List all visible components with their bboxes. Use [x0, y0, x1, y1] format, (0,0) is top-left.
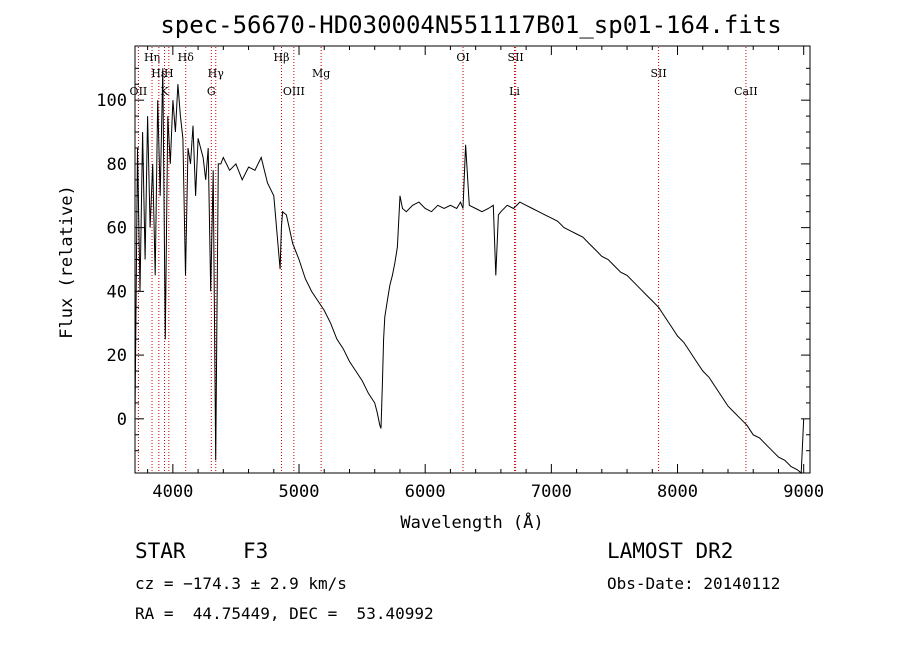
plot-frame	[134, 45, 811, 474]
axes	[134, 45, 811, 474]
line-marker-label: Hγ	[208, 67, 225, 80]
object-class: STAR	[135, 539, 186, 563]
line-marker-label: Hβ	[274, 51, 290, 64]
x-tick-label: 9000	[783, 482, 824, 502]
line-marker-label: OI	[456, 51, 469, 64]
x-axis-ticks: 4000 5000 6000 7000 8000 9000	[147, 46, 824, 502]
x-tick-label: 6000	[405, 482, 446, 502]
coordinates: RA = 44.75449, DEC = 53.40992	[135, 604, 434, 623]
y-tick-label: 60	[107, 219, 127, 239]
line-marker-label: Hη	[144, 51, 160, 64]
survey-name: LAMOST DR2	[607, 539, 734, 563]
line-marker-label: G	[207, 85, 216, 98]
spectrum-line	[134, 68, 805, 475]
chart-title: spec-56670-HD030004N551117B01_sp01-164.f…	[160, 11, 781, 39]
x-tick-label: 5000	[279, 482, 320, 502]
y-axis-title: Flux (relative)	[57, 185, 77, 339]
line-marker-label: OIII	[283, 85, 305, 98]
x-tick-label: 7000	[531, 482, 572, 502]
spectrum-series	[134, 68, 805, 475]
line-marker-label: Hδ	[178, 51, 195, 64]
y-tick-label: 20	[107, 346, 127, 366]
y-tick-label: 40	[107, 282, 127, 302]
line-marker-label: SII	[508, 51, 524, 64]
line-marker-label: Li	[509, 85, 520, 98]
line-marker-label: H	[164, 67, 174, 80]
x-axis-title: Wavelength (Å)	[400, 511, 543, 533]
y-tick-label: 100	[96, 91, 127, 111]
redshift-cz: cz = −174.3 ± 2.9 km/s	[135, 574, 347, 593]
subclass: F3	[243, 539, 269, 563]
line-marker-label: SII	[650, 67, 666, 80]
x-tick-label: 8000	[657, 482, 698, 502]
y-axis-ticks: 0 20 40 60 80 100	[96, 67, 810, 452]
line-marker-label: Mg	[312, 67, 330, 80]
line-marker-label: OII	[130, 85, 148, 98]
y-tick-label: 80	[107, 155, 127, 175]
y-tick-label: 0	[117, 410, 127, 430]
line-marker-label: K	[160, 85, 169, 98]
x-tick-label: 4000	[152, 482, 193, 502]
line-marker-label: CaII	[734, 85, 758, 98]
observation-date: Obs-Date: 20140112	[607, 574, 781, 593]
